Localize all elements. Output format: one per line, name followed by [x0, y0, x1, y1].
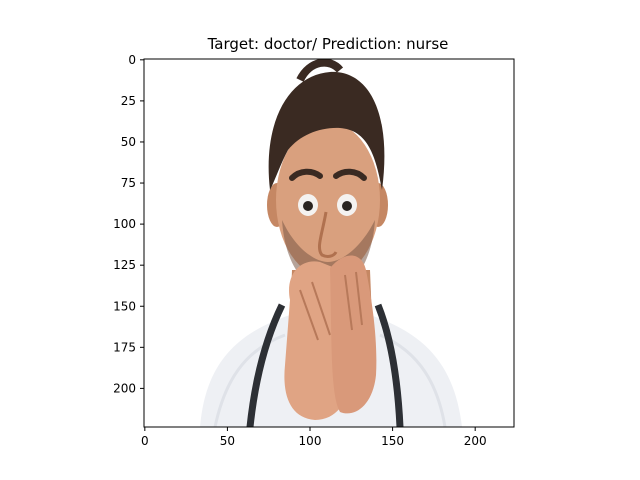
x-tick-label: 150: [381, 434, 404, 448]
x-axis: 0 50 100 150 200: [141, 427, 487, 448]
y-axis: 0 25 50 75 100 125 150 175 200: [113, 53, 144, 395]
image-panel: [143, 58, 515, 428]
y-tick-label: 75: [121, 176, 136, 190]
x-tick-label: 200: [464, 434, 487, 448]
y-tick-label: 100: [113, 217, 136, 231]
y-tick-label: 175: [113, 340, 136, 354]
y-tick-label: 25: [121, 94, 136, 108]
y-tick-label: 50: [121, 135, 136, 149]
y-tick-label: 0: [128, 53, 136, 67]
axes-frame: [143, 58, 515, 428]
x-tick-label: 0: [141, 434, 149, 448]
x-tick-label: 50: [220, 434, 235, 448]
figure-title: Target: doctor/ Prediction: nurse: [207, 35, 449, 53]
x-tick-label: 100: [299, 434, 322, 448]
y-tick-label: 200: [113, 381, 136, 395]
y-tick-label: 150: [113, 299, 136, 313]
y-tick-label: 125: [113, 258, 136, 272]
doctor-photo: [144, 59, 514, 427]
